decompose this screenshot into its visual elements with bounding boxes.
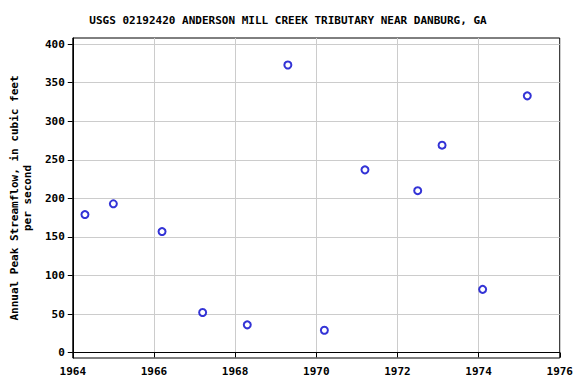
- svg-text:50: 50: [52, 308, 65, 321]
- svg-text:1972: 1972: [384, 365, 411, 378]
- svg-text:1976: 1976: [547, 365, 574, 378]
- svg-text:100: 100: [45, 269, 65, 282]
- svg-text:200: 200: [45, 192, 65, 205]
- svg-text:USGS 02192420 ANDERSON MILL CR: USGS 02192420 ANDERSON MILL CREEK TRIBUT…: [89, 14, 487, 27]
- svg-text:1974: 1974: [465, 365, 492, 378]
- svg-text:400: 400: [45, 38, 65, 51]
- svg-text:1970: 1970: [303, 365, 330, 378]
- svg-text:300: 300: [45, 115, 65, 128]
- svg-text:1966: 1966: [141, 365, 168, 378]
- svg-text:per second: per second: [21, 165, 34, 231]
- svg-text:250: 250: [45, 153, 65, 166]
- svg-text:1968: 1968: [222, 365, 249, 378]
- svg-text:350: 350: [45, 76, 65, 89]
- svg-text:150: 150: [45, 230, 65, 243]
- svg-text:1964: 1964: [60, 365, 87, 378]
- svg-text:0: 0: [58, 346, 65, 359]
- svg-text:Annual Peak Streamflow, in cub: Annual Peak Streamflow, in cubic feet: [8, 75, 21, 320]
